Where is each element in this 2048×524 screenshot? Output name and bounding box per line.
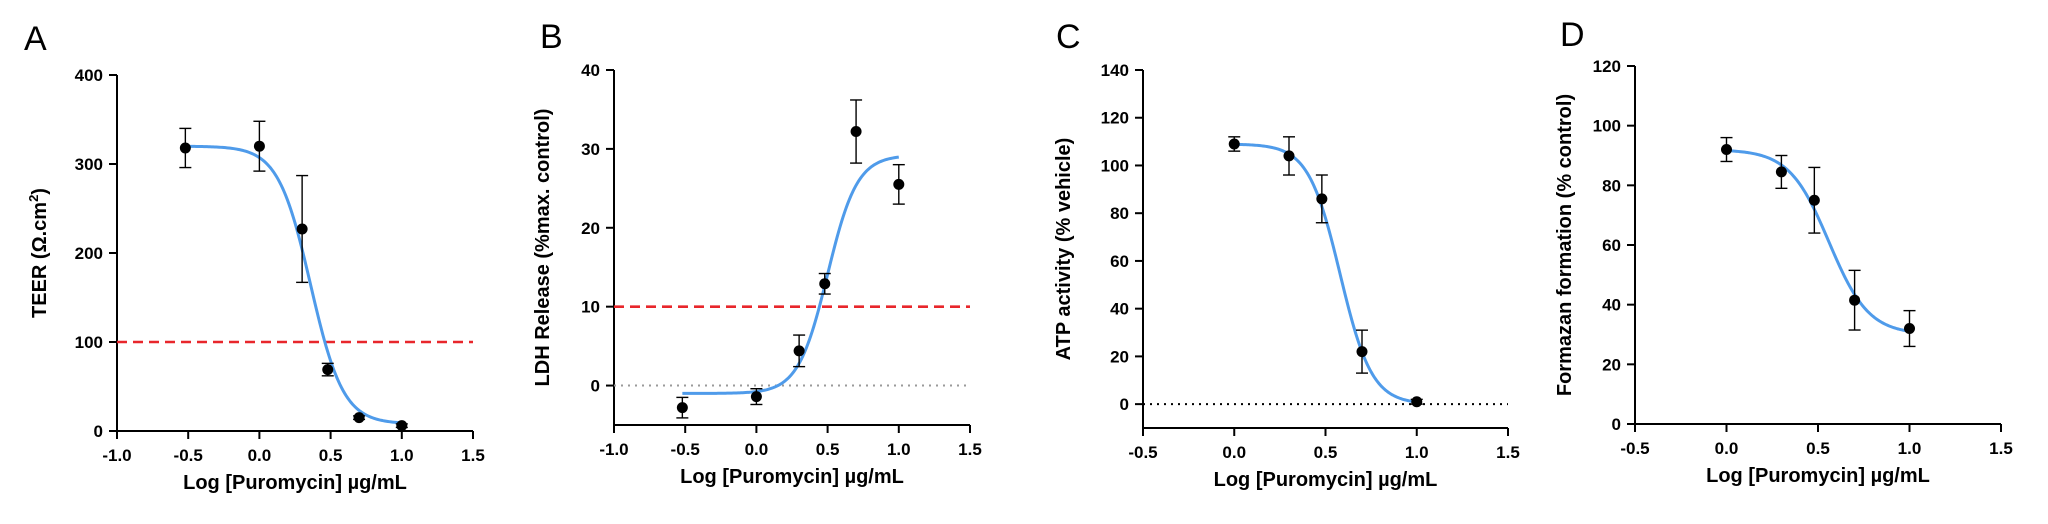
y-tick-label: 200 <box>75 244 103 263</box>
y-tick-label: 60 <box>1602 236 1621 255</box>
fit-curve <box>185 144 402 425</box>
data-point <box>750 391 762 403</box>
data-point <box>1904 323 1915 335</box>
x-tick-label: 1.0 <box>887 440 911 459</box>
x-axis-title: Log [Puromycin] µg/mL <box>183 472 407 494</box>
data-point <box>1411 396 1423 408</box>
x-tick-label: 1.0 <box>1405 443 1429 462</box>
y-tick-label: 400 <box>75 66 103 85</box>
x-tick-label: -0.5 <box>174 446 203 465</box>
data-point <box>296 223 308 235</box>
x-axis-title: Log [Puromycin] µg/mL <box>680 466 904 488</box>
y-tick-label: 10 <box>581 298 600 317</box>
panel-letter: D <box>1560 16 1585 54</box>
x-tick-label: 1.5 <box>958 440 982 459</box>
panel-letter: A <box>24 20 47 58</box>
panel-letter: B <box>540 18 563 56</box>
y-axis-title: TEER (Ω.cm2) <box>26 188 51 318</box>
y-tick-label: 80 <box>1110 204 1129 223</box>
x-tick-label: 0.5 <box>1806 439 1830 458</box>
x-tick-label: 1.0 <box>390 446 414 465</box>
y-tick-label: 20 <box>1602 355 1621 374</box>
data-point <box>819 278 831 290</box>
y-tick-label: 40 <box>1110 300 1129 319</box>
x-tick-label: 0.0 <box>248 446 272 465</box>
y-tick-label: 80 <box>1602 176 1621 195</box>
fit-curve <box>1726 149 1910 333</box>
x-tick-label: 0.0 <box>745 440 769 459</box>
data-point <box>1283 150 1295 162</box>
y-tick-label: 0 <box>1120 395 1129 414</box>
fit-curve <box>682 155 899 395</box>
x-tick-label: -0.5 <box>671 440 700 459</box>
data-point <box>893 178 905 190</box>
y-tick-label: 120 <box>1593 57 1621 76</box>
x-axis-title: Log [Puromycin] µg/mL <box>1706 465 1930 487</box>
y-tick-label: 60 <box>1110 252 1129 271</box>
y-tick-label: 100 <box>1101 156 1129 175</box>
data-point <box>396 420 408 432</box>
data-point <box>1775 166 1787 178</box>
data-point <box>1356 346 1368 358</box>
y-tick-label: 30 <box>581 140 600 159</box>
x-tick-label: 1.5 <box>461 446 485 465</box>
y-tick-label: 120 <box>1101 109 1129 128</box>
data-point <box>1808 194 1820 206</box>
x-tick-label: 0.5 <box>319 446 343 465</box>
x-tick-label: 1.5 <box>1496 443 1520 462</box>
y-tick-label: 0 <box>1612 415 1621 434</box>
y-tick-label: 100 <box>75 333 103 352</box>
y-tick-label: 0 <box>591 377 600 396</box>
x-tick-label: -0.5 <box>1620 439 1649 458</box>
y-axis-title: ATP activity (% vehicle) <box>1053 138 1075 361</box>
x-tick-label: 0.0 <box>1222 443 1246 462</box>
panel-a-chart: A 0 100 200 300 400 -1.0 -0.5 0.0 0.5 1.0 1.5 Log [P… <box>24 20 485 494</box>
data-point <box>253 140 265 152</box>
x-tick-label: 0.5 <box>1314 443 1338 462</box>
x-axis-title: Log [Puromycin] µg/mL <box>1214 469 1438 491</box>
data-point <box>322 364 334 376</box>
x-tick-label: -1.0 <box>102 446 131 465</box>
y-tick-label: 40 <box>581 61 600 80</box>
fit-curve <box>1234 142 1417 404</box>
y-tick-label: 40 <box>1602 296 1621 315</box>
y-tick-label: 20 <box>581 219 600 238</box>
data-point <box>353 412 365 424</box>
data-point <box>1721 144 1732 156</box>
y-tick-label: 20 <box>1110 347 1129 366</box>
y-axis-title: LDH Release (%max. control) <box>532 109 554 387</box>
y-axis-title: Formazan formation (% control) <box>1554 94 1576 396</box>
y-tick-label: 0 <box>94 422 103 441</box>
data-point <box>1849 294 1861 306</box>
y-tick-label: 140 <box>1101 61 1129 80</box>
x-tick-label: 1.0 <box>1898 439 1922 458</box>
panel-c-chart: C 0 20 40 60 80 100 120 140 -0.5 0.0 0.5 1.0 1.5 Log [… <box>1053 18 1520 491</box>
panel-d-chart: D 0 20 40 60 80 100 120 -0.5 0.0 0.5 1.0 1.5 Log [Pur… <box>1554 16 2013 487</box>
data-point <box>1316 193 1328 205</box>
panel-letter: C <box>1056 18 1081 56</box>
x-tick-label: 0.0 <box>1715 439 1739 458</box>
x-tick-label: -1.0 <box>599 440 628 459</box>
x-tick-label: 1.5 <box>1989 439 2013 458</box>
data-point <box>179 142 191 154</box>
x-tick-label: -0.5 <box>1128 443 1157 462</box>
data-point <box>793 345 805 357</box>
x-tick-label: 0.5 <box>816 440 840 459</box>
y-tick-label: 300 <box>75 155 103 174</box>
panel-b-chart: B 0 10 20 30 40 -1.0 -0.5 0.0 0.5 1.0 1.5 Log [Purom… <box>532 18 982 488</box>
data-point <box>1228 138 1240 150</box>
y-tick-label: 100 <box>1593 117 1621 136</box>
data-point <box>676 402 688 414</box>
data-point <box>850 126 862 138</box>
